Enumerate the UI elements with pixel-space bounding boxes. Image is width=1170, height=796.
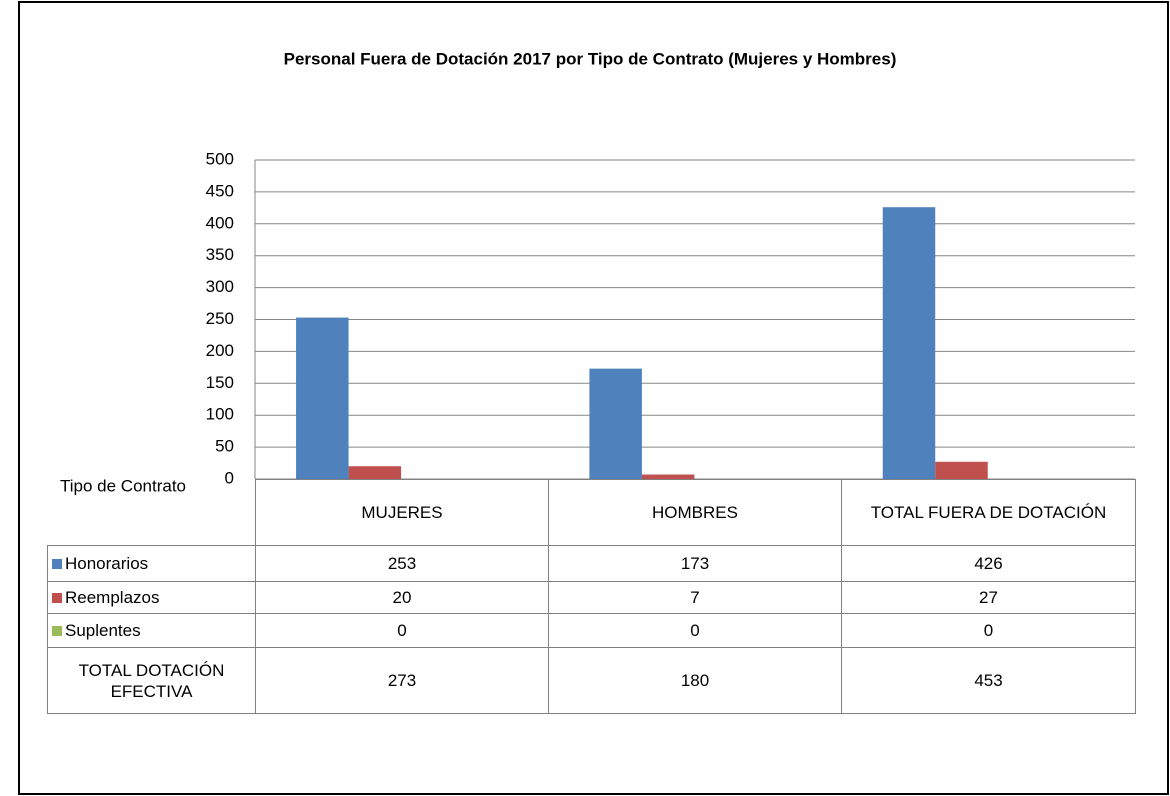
y-tick-label: 200 <box>206 341 234 360</box>
table-cell: 453 <box>841 647 1136 714</box>
table-cell: 27 <box>841 581 1136 614</box>
chart-title: Personal Fuera de Dotación 2017 por Tipo… <box>284 49 897 68</box>
cell-text: MUJERES <box>361 503 443 522</box>
cell-text: TOTAL DOTACIÓN EFECTIVA <box>78 660 225 701</box>
cell-text: 27 <box>979 588 998 607</box>
table-cell: 7 <box>548 581 842 614</box>
cell-text: 453 <box>974 671 1003 690</box>
frame <box>18 1 1169 795</box>
table-cell: 0 <box>841 613 1136 648</box>
legend-entry: Reemplazos <box>47 581 256 614</box>
cell-text: 0 <box>983 621 994 640</box>
table-cell: 253 <box>255 545 549 582</box>
cell-text: 253 <box>387 554 417 573</box>
bar <box>589 368 642 479</box>
legend-entry: Honorarios <box>47 545 256 582</box>
cell-text: 0 <box>690 621 700 640</box>
table-cell: 273 <box>255 647 549 714</box>
legend-label: Honorarios <box>65 554 149 573</box>
y-tick-label: 50 <box>215 437 234 456</box>
cell-text: 7 <box>690 588 700 607</box>
table-cell: 0 <box>255 613 549 648</box>
legend-label: Reemplazos <box>65 588 160 607</box>
y-tick-label: 450 <box>206 181 234 200</box>
table-cell: 0 <box>548 613 842 648</box>
bar <box>882 207 936 479</box>
cell-text: 273 <box>387 671 417 690</box>
legend-swatch <box>52 558 62 569</box>
cell-text: 180 <box>680 671 710 690</box>
table-cell: 20 <box>255 581 549 614</box>
y-tick-label: 100 <box>206 405 234 424</box>
legend-label: Suplentes <box>65 621 141 640</box>
bar <box>641 474 695 479</box>
y-tick-label: 250 <box>206 309 234 328</box>
legend-entry: Suplentes <box>47 613 256 648</box>
legend-swatch <box>52 592 62 603</box>
table-cell: 173 <box>548 545 842 582</box>
bar <box>935 461 988 479</box>
row-header: TOTAL DOTACIÓN EFECTIVA <box>47 647 256 714</box>
cell-text: 20 <box>392 588 412 607</box>
y-tick-label: 300 <box>206 277 234 296</box>
column-header: TOTAL FUERA DE DOTACIÓN <box>841 479 1136 546</box>
y-tick-label: 350 <box>206 245 234 264</box>
bar <box>348 466 402 479</box>
table-cell: 426 <box>841 545 1136 582</box>
column-header: HOMBRES <box>548 479 842 546</box>
cell-text: 173 <box>680 554 710 573</box>
cell-text: TOTAL FUERA DE DOTACIÓN <box>870 503 1107 522</box>
cell-text: 426 <box>974 554 1003 573</box>
bar <box>296 317 349 479</box>
y-tick-label: 400 <box>206 213 234 232</box>
cell-text: HOMBRES <box>652 503 738 522</box>
table-cell: 180 <box>548 647 842 714</box>
cell-text: 0 <box>397 621 407 640</box>
table-header: Tipo de Contrato <box>60 476 186 495</box>
column-header: MUJERES <box>255 479 549 546</box>
y-tick-label: 0 <box>225 468 234 487</box>
y-tick-label: 150 <box>206 373 234 392</box>
legend-swatch <box>52 625 62 636</box>
y-tick-label: 500 <box>206 149 234 168</box>
